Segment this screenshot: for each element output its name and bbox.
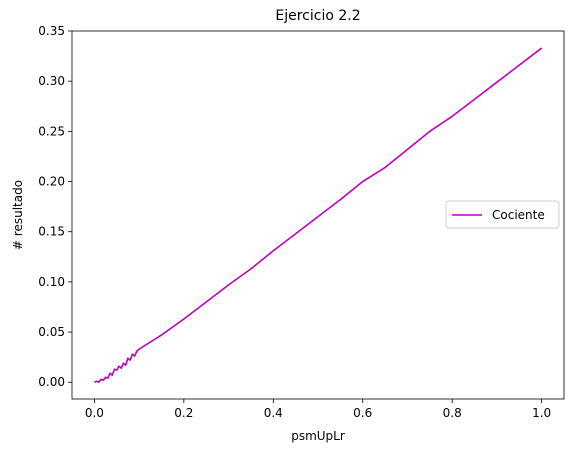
plot-area: 0.0 0.2 0.4 0.6 0.8 1.0 0.00 0.05 0.10 0.15 0.20 0.… — [38, 24, 565, 420]
y-tick-label: 0.00 — [38, 375, 65, 389]
y-tick-label: 0.05 — [38, 325, 65, 339]
x-tick-label: 0.4 — [264, 406, 283, 420]
x-axis-label: psmUpLr — [291, 429, 345, 443]
x-tick-label: 0.0 — [85, 406, 104, 420]
legend-box — [445, 200, 560, 229]
legend: Cociente — [445, 200, 560, 229]
y-tick-label: 0.35 — [38, 24, 65, 38]
x-tick-label: 0.8 — [443, 406, 462, 420]
y-tick-label: 0.10 — [38, 275, 65, 289]
y-tick-label: 0.30 — [38, 74, 65, 88]
y-tick-label: 0.20 — [38, 175, 65, 189]
chart-title: Ejercicio 2.2 — [275, 8, 360, 24]
x-tick-label: 1.0 — [532, 406, 551, 420]
legend-label: Cociente — [492, 208, 545, 222]
series-line-0 — [94, 47, 543, 384]
x-tick-label: 0.2 — [174, 406, 193, 420]
axes-frame — [71, 30, 565, 400]
x-tick-label: 0.6 — [353, 406, 372, 420]
y-axis-label: # resultado — [11, 180, 25, 250]
y-tick-label: 0.15 — [38, 225, 65, 239]
y-tick-label: 0.25 — [38, 124, 65, 138]
